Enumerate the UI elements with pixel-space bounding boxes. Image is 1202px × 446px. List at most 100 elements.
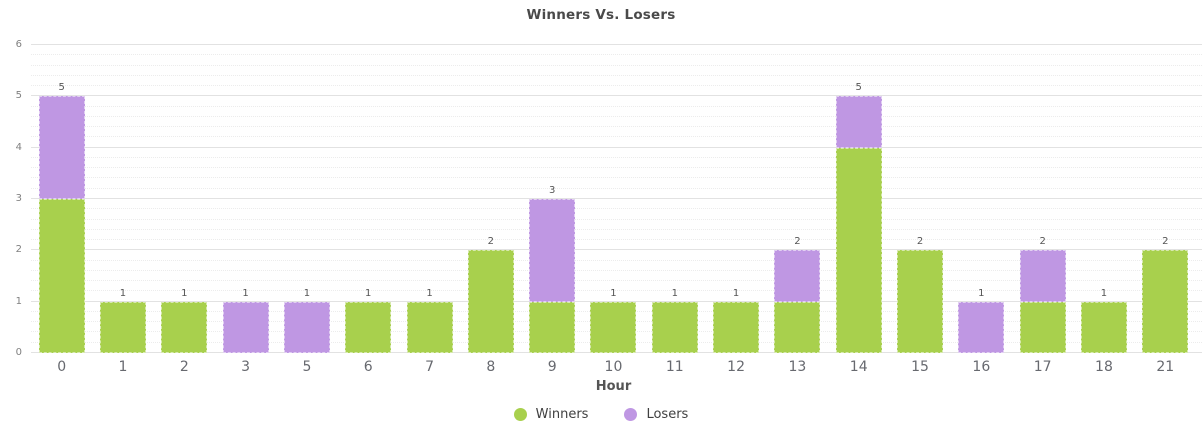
stacked-bar[interactable]: [222, 301, 269, 353]
bar-column: 1: [276, 45, 337, 353]
bar-segment-winners[interactable]: [774, 301, 821, 353]
stacked-bar[interactable]: [345, 301, 392, 353]
x-axis-tick-label: 15: [911, 359, 929, 375]
x-axis-tick-label: 8: [486, 359, 496, 375]
bar-column: 5: [828, 45, 889, 353]
stacked-bar[interactable]: [897, 250, 944, 353]
bar-total-label: 2: [1039, 236, 1046, 248]
bar-segment-winners[interactable]: [38, 199, 85, 353]
stacked-bar[interactable]: [38, 96, 85, 353]
x-axis-tick-label: 9: [547, 359, 557, 375]
stacked-bar[interactable]: [590, 301, 637, 353]
bar-segment-losers[interactable]: [529, 199, 576, 302]
bar-column: 2: [767, 45, 828, 353]
bar-segment-losers[interactable]: [1019, 250, 1066, 302]
x-axis-tick-label: 17: [1033, 359, 1052, 375]
stacked-bar[interactable]: [529, 199, 576, 353]
x-axis-tick-label: 16: [972, 359, 991, 375]
stacked-bar[interactable]: [958, 301, 1005, 353]
bar-column: 3: [522, 45, 583, 353]
x-axis-tick-label: 13: [788, 359, 807, 375]
minor-gridline: [31, 218, 1202, 220]
minor-gridline: [31, 156, 1202, 158]
y-axis-tick-label: 2: [15, 244, 22, 256]
minor-gridline: [31, 115, 1202, 117]
bar-total-label: 2: [1162, 236, 1169, 248]
bar-total-label: 1: [242, 287, 249, 299]
bar-segment-losers[interactable]: [835, 96, 882, 148]
bar-segment-winners[interactable]: [835, 147, 882, 353]
y-axis-tick-label: 5: [15, 90, 22, 102]
minor-gridline: [31, 167, 1202, 169]
minor-gridline: [31, 177, 1202, 179]
stacked-bar[interactable]: [467, 250, 514, 353]
bar-column: 1: [399, 45, 460, 353]
bar-column: 2: [889, 45, 950, 353]
legend-item-losers[interactable]: Losers: [624, 407, 688, 422]
stacked-bar[interactable]: [651, 301, 698, 353]
legend-item-winners[interactable]: Winners: [513, 407, 589, 422]
major-gridline: [31, 146, 1202, 148]
stacked-bar[interactable]: [1142, 250, 1189, 353]
stacked-bar[interactable]: [406, 301, 453, 353]
stacked-bar[interactable]: [1019, 250, 1066, 353]
bar-segment-winners[interactable]: [345, 301, 392, 353]
bar-segment-winners[interactable]: [1142, 250, 1189, 353]
x-axis-tick-label: 10: [604, 359, 623, 375]
minor-gridline: [31, 105, 1202, 107]
y-axis-tick-label: 6: [15, 39, 22, 50]
bar-total-label: 2: [794, 236, 801, 248]
bar-segment-winners[interactable]: [713, 301, 760, 353]
bar-column: 2: [1012, 45, 1073, 353]
x-axis-tick-label: 14: [849, 359, 868, 375]
bar-segment-winners[interactable]: [99, 301, 146, 353]
bar-segment-losers[interactable]: [283, 301, 330, 353]
bar-segment-winners[interactable]: [529, 301, 576, 353]
bar-segment-losers[interactable]: [774, 250, 821, 302]
winners-legend-marker-icon: [513, 408, 527, 421]
bar-column: 1: [154, 45, 215, 353]
bar-segment-winners[interactable]: [161, 301, 208, 353]
x-axis-tick-label: 0: [57, 359, 67, 375]
stacked-bar[interactable]: [283, 301, 330, 353]
bar-segment-losers[interactable]: [958, 301, 1005, 353]
bar-column: 1: [92, 45, 153, 353]
bar-segment-winners[interactable]: [897, 250, 944, 353]
x-axis-tick-label: 1: [118, 359, 128, 375]
x-axis-tick-label: 2: [179, 359, 189, 375]
bar-column: 2: [1135, 45, 1196, 353]
bar-column: 1: [338, 45, 399, 353]
bar-total-label: 5: [58, 82, 65, 94]
y-axis-tick-label: 1: [15, 295, 22, 307]
legend: Winners Losers: [0, 407, 1202, 422]
bar-total-label: 1: [1100, 287, 1108, 299]
bar-segment-losers[interactable]: [38, 96, 85, 199]
stacked-bar[interactable]: [1080, 301, 1127, 353]
bar-column: 1: [1073, 45, 1134, 353]
legend-label-winners: Winners: [535, 407, 589, 422]
stacked-bar[interactable]: [713, 301, 760, 353]
bar-segment-winners[interactable]: [590, 301, 637, 353]
bar-segment-winners[interactable]: [1019, 301, 1066, 353]
stacked-bar[interactable]: [161, 301, 208, 353]
bar-total-label: 1: [732, 287, 740, 299]
bar-segment-winners[interactable]: [467, 250, 514, 353]
x-axis-tick-label: 5: [302, 359, 312, 375]
chart-title: Winners Vs. Losers: [526, 7, 676, 23]
bar-column: 5: [31, 45, 92, 353]
y-axis-tick-label: 3: [15, 193, 22, 204]
bar-segment-winners[interactable]: [1080, 301, 1127, 353]
bar-segment-winners[interactable]: [406, 301, 453, 353]
minor-gridline: [31, 74, 1202, 76]
y-axis-tick-label: 0: [15, 347, 22, 358]
bar-segment-losers[interactable]: [222, 301, 269, 353]
stacked-bar[interactable]: [835, 96, 882, 353]
bar-segment-winners[interactable]: [651, 301, 698, 353]
stacked-bar[interactable]: [99, 301, 146, 353]
minor-gridline: [31, 280, 1202, 282]
stacked-bar[interactable]: [774, 250, 821, 353]
x-axis-tick-label: 11: [665, 359, 684, 375]
minor-gridline: [31, 259, 1202, 261]
x-axis-tick-label: 6: [363, 359, 373, 375]
bar-total-label: 1: [365, 287, 372, 299]
